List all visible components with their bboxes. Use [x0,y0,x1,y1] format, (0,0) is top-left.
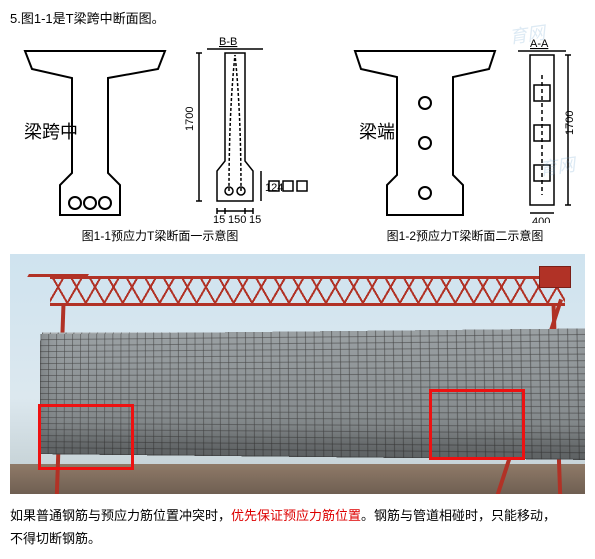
t-beam-midspan-svg: 梁跨中 B-B 1700 124 [10,33,310,223]
crane-cabin-icon [539,266,571,288]
label-midspan: 梁跨中 [24,122,78,142]
diagram-left: 梁跨中 B-B 1700 124 [10,33,310,244]
dim-124: 124 [265,182,283,194]
diagram-row: 育网 育网 梁跨中 B-B [10,33,585,244]
label-end: 梁端 [359,122,395,142]
section-label-bb: B-B [219,36,237,48]
dim-b1: 15 [213,214,225,223]
t-beam-end-svg: 梁端 A-A 1700 400 [345,33,585,223]
construction-photo [10,254,585,494]
gantry-crane [50,264,565,304]
highlight-box-left [38,404,134,470]
section-label-aa: A-A [530,38,549,50]
dim-b3: 15 [249,214,261,223]
explanation-text: 如果普通钢筋与预应力筋位置冲突时，优先保证预应力筋位置。钢筋与管道相碰时，只能移… [10,504,585,551]
caption-left: 图1-1预应力T梁断面一示意图 [82,227,239,244]
diagram-right: 梁端 A-A 1700 400 图1-2预应力T梁断面二 [345,33,585,244]
caption-right: 图1-2预应力T梁断面二示意图 [387,227,544,244]
highlight-box-right [429,389,525,460]
dim-1700: 1700 [184,107,196,131]
text-seg-3: 不得切断钢筋。 [10,531,101,546]
dim-1700-r: 1700 [564,111,576,135]
dim-bottom-r: 400 [532,216,550,223]
question-line: 5.图1-1是T梁跨中断面图。 [10,8,585,27]
dim-b2: 150 [228,214,246,223]
